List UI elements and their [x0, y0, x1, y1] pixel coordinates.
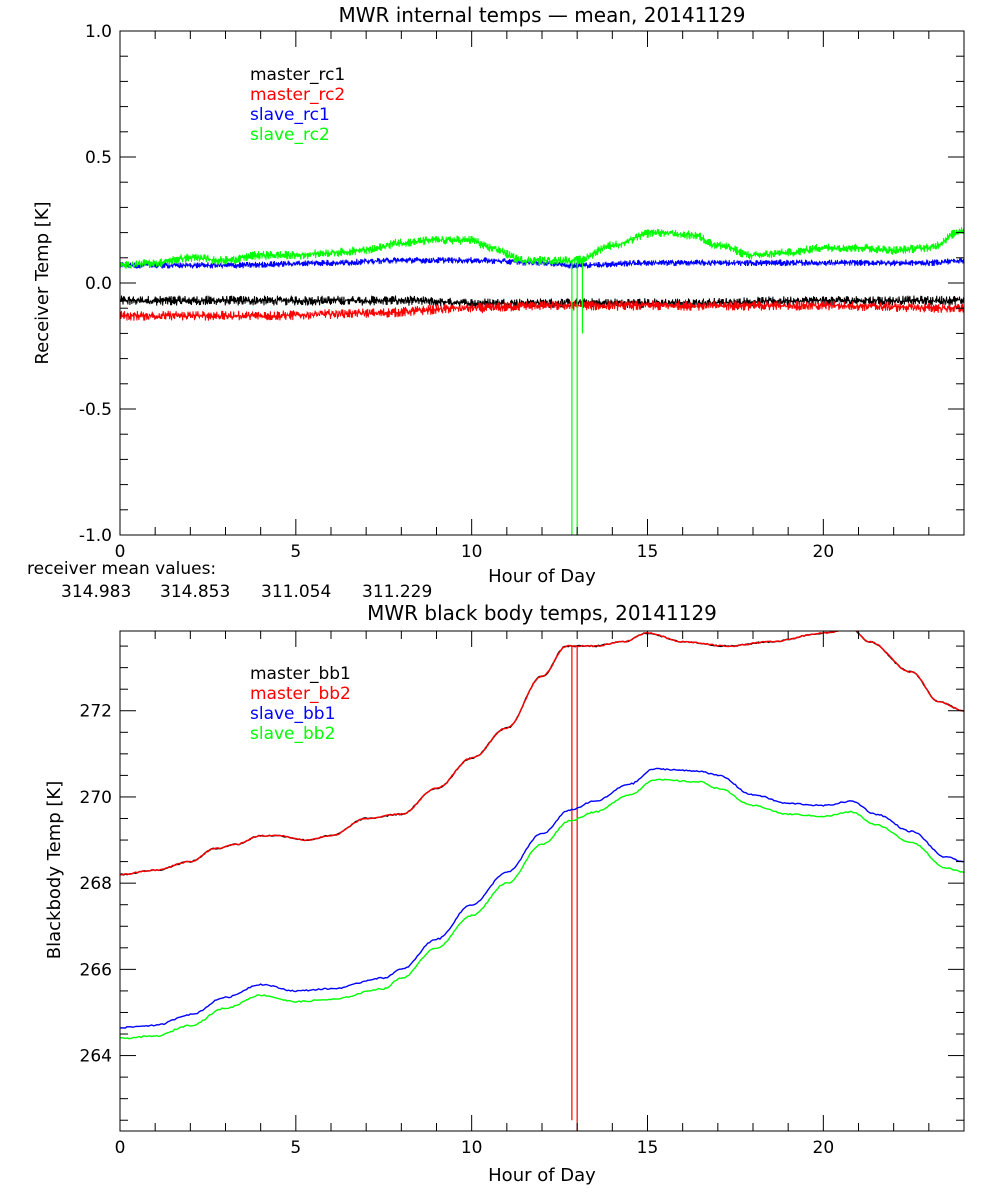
y-tick-label-bb-4: 272	[80, 702, 112, 722]
receiver-mean-label: receiver mean values:	[27, 559, 216, 579]
legend-entry-slave_bb2: slave_bb2	[250, 724, 335, 744]
blackbody-temps-title: MWR black body temps, 20141129	[367, 601, 717, 625]
legend-entry-master_bb1: master_bb1	[250, 664, 351, 684]
series-slave_rc1	[120, 256, 964, 270]
x-tick-label-bb-1: 5	[290, 1138, 301, 1158]
x-tick-label-rc-1: 5	[290, 542, 301, 562]
legend-entry-slave_bb1: slave_bb1	[250, 704, 335, 724]
legend-entry-master_bb2: master_bb2	[250, 684, 351, 704]
internal-temps-axes: 0 5 10 15 20 -1.0 -0.5 0.0 0.5 1.0	[79, 22, 964, 562]
internal-temps-ylabel: Receiver Temp [K]	[32, 201, 53, 364]
series-line-master_rc1	[120, 295, 964, 309]
internal-temps-panel: MWR internal temps — mean, 20141129 0 5 10…	[32, 3, 965, 587]
legend-entry-slave_rc1: slave_rc1	[250, 105, 330, 125]
series-master_rc2	[120, 300, 964, 321]
x-tick-label-rc-2: 10	[461, 542, 483, 562]
y-tick-label-rc-2: 0.0	[85, 274, 112, 294]
legend-entry-master_rc1: master_rc1	[250, 65, 345, 85]
legend-entry-slave_rc2: slave_rc2	[250, 125, 330, 145]
x-tick-label-bb-3: 15	[637, 1138, 659, 1158]
series-line-master_bb2	[120, 631, 964, 876]
series-line-slave_rc2	[120, 227, 964, 270]
series-line-master_bb1	[120, 631, 964, 876]
blackbody-temps-axes: 0 5 10 15 20 264 266 268 270 272	[80, 631, 964, 1158]
internal-temps-frame	[119, 30, 965, 536]
series-master_bb1	[120, 631, 964, 876]
y-tick-label-rc-3: 0.5	[85, 148, 112, 168]
blackbody-temps-panel: MWR black body temps, 20141129 0 5 10 15 20 2…	[44, 601, 965, 1186]
y-tick-label-bb-3: 270	[80, 788, 112, 808]
receiver-mean-slave-rc1: 311.054	[261, 582, 331, 602]
series-master_bb2	[120, 631, 964, 1131]
x-tick-label-rc-4: 20	[813, 542, 835, 562]
blackbody-temps-frame	[119, 630, 965, 1132]
x-tick-label-bb-2: 10	[461, 1138, 483, 1158]
series-line-slave_rc1	[120, 256, 964, 270]
y-tick-label-bb-1: 266	[80, 960, 112, 980]
y-tick-label-bb-0: 264	[80, 1047, 112, 1067]
series-slave_bb2	[120, 778, 964, 1040]
x-tick-label-bb-0: 0	[115, 1138, 126, 1158]
receiver-mean-master-rc1: 314.983	[61, 582, 131, 602]
series-slave_bb1	[120, 767, 964, 1029]
series-line-master_rc2	[120, 300, 964, 321]
series-slave_rc2	[120, 227, 964, 535]
receiver-mean-slave-rc2: 311.229	[362, 582, 432, 602]
internal-temps-xlabel: Hour of Day	[488, 566, 596, 587]
blackbody-temps-xlabel: Hour of Day	[488, 1165, 596, 1186]
series-line-slave_bb1	[120, 767, 964, 1029]
receiver-mean-master-rc2: 314.853	[160, 582, 230, 602]
y-tick-label-bb-2: 268	[80, 874, 112, 894]
internal-temps-plot	[120, 227, 964, 535]
y-tick-label-rc-4: 1.0	[85, 22, 112, 42]
series-line-slave_bb2	[120, 778, 964, 1040]
y-tick-label-rc-0: -1.0	[79, 526, 112, 546]
blackbody-temps-plot	[120, 631, 964, 1131]
legend-entry-master_rc2: master_rc2	[250, 85, 345, 105]
blackbody-temps-ylabel: Blackbody Temp [K]	[44, 781, 65, 959]
internal-temps-title: MWR internal temps — mean, 20141129	[338, 3, 745, 27]
series-master_rc1	[120, 295, 964, 309]
y-tick-label-rc-1: -0.5	[79, 400, 112, 420]
receiver-mean-values: receiver mean values: 314.983 314.853 31…	[27, 559, 432, 602]
x-tick-label-bb-4: 20	[813, 1138, 835, 1158]
x-tick-label-rc-0: 0	[115, 542, 126, 562]
x-tick-label-rc-3: 15	[637, 542, 659, 562]
